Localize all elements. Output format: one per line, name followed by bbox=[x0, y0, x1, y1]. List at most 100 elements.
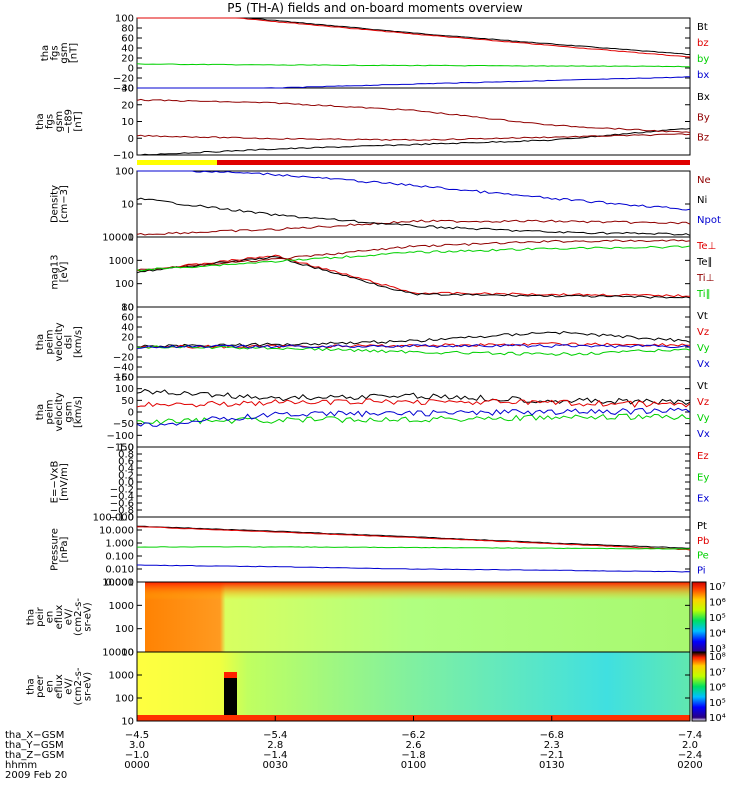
y-axis-label: mag13 bbox=[49, 255, 60, 290]
x-row-value: 2.0 bbox=[682, 740, 698, 751]
legend-Vx: Vx bbox=[697, 429, 710, 440]
colorbar-label: 10⁸ bbox=[709, 652, 726, 663]
electron-spectrogram-edge bbox=[224, 672, 237, 678]
x-row-value: 0100 bbox=[401, 760, 426, 771]
y-tick-label: 1000 bbox=[109, 601, 134, 612]
y-axis-label: tha bbox=[26, 609, 37, 625]
legend-Ti∥: Ti∥ bbox=[696, 289, 711, 300]
series-Npot bbox=[137, 170, 691, 211]
y-axis-label: fgs bbox=[45, 114, 56, 129]
series-bx bbox=[137, 76, 690, 89]
y-tick-label: 0.010 bbox=[105, 565, 134, 576]
panel-frame bbox=[136, 306, 691, 378]
y-tick-label: 80 bbox=[121, 303, 134, 314]
colorbar-label: 10⁴ bbox=[709, 713, 726, 724]
legend-Pb: Pb bbox=[697, 536, 709, 547]
panel-peer: 10000 1000 100 10 thapeerenefluxeV/(cm2-s-sr… bbox=[26, 648, 726, 728]
y-tick-label: 80 bbox=[121, 24, 134, 35]
ion-spectrogram-gap bbox=[137, 582, 145, 652]
panel-frame bbox=[136, 87, 691, 156]
series-Vz bbox=[136, 398, 691, 408]
y-axis-label: velocity bbox=[54, 392, 65, 431]
legend-Bx: Bx bbox=[697, 92, 710, 103]
y-axis-label: [km/s] bbox=[73, 396, 84, 428]
y-tick-label: 100.000 bbox=[93, 513, 134, 524]
colorbar-label: 10⁵ bbox=[709, 698, 726, 709]
series-Vx bbox=[136, 344, 691, 349]
y-tick-label: −10 bbox=[113, 151, 134, 162]
series-Bx bbox=[137, 128, 691, 156]
y-axis-label: Density bbox=[49, 185, 60, 223]
y-axis-label: [nT] bbox=[68, 43, 79, 63]
electron-spectrogram bbox=[137, 652, 690, 721]
y-tick-label: 0.2 bbox=[118, 471, 134, 482]
y-tick-label: 10 bbox=[121, 200, 134, 211]
y-tick-label: 0 bbox=[128, 64, 134, 75]
y-tick-label: −40 bbox=[113, 84, 134, 95]
x-row-value: −6.8 bbox=[540, 730, 564, 741]
y-tick-label: 0.001 bbox=[105, 578, 134, 589]
colorbar-label: 10³ bbox=[709, 644, 726, 655]
x-row-label: tha_Z−GSM bbox=[5, 750, 64, 761]
x-row-value: −4.5 bbox=[125, 730, 149, 741]
legend-Vt: Vt bbox=[697, 381, 708, 392]
ion-spectrogram-high-energy bbox=[137, 582, 690, 600]
y-tick-label: −0.2 bbox=[110, 485, 134, 496]
legend-bx: bx bbox=[697, 70, 709, 81]
x-row-value: 0030 bbox=[263, 760, 288, 771]
y-tick-label: 1.0 bbox=[118, 443, 134, 454]
legend-bz: bz bbox=[697, 38, 709, 49]
y-tick-label: 0 bbox=[128, 408, 134, 419]
y-tick-label: 60 bbox=[121, 313, 134, 324]
x-row-value: 0000 bbox=[124, 760, 149, 771]
electron-spectrogram-dropout bbox=[224, 677, 237, 721]
legend-Vy: Vy bbox=[697, 413, 710, 424]
panels: 100806040200−20−40thafgsgsm[nT]Btbzbybx3… bbox=[26, 14, 726, 728]
y-tick-label: 10000 bbox=[102, 233, 134, 244]
y-axis-label: tha bbox=[40, 45, 51, 61]
y-axis-label: tha bbox=[35, 113, 46, 129]
x-row-value: −1.0 bbox=[125, 750, 149, 761]
y-axis-label: tha bbox=[35, 334, 46, 350]
y-axis-label: tha bbox=[35, 404, 46, 420]
y-tick-label: 10 bbox=[121, 717, 134, 728]
y-axis-label: [eV] bbox=[59, 262, 70, 283]
y-axis-label: [mV/m] bbox=[59, 463, 70, 501]
panel-frame bbox=[136, 17, 691, 89]
x-row-value: 2.6 bbox=[406, 740, 422, 751]
series-Te∥ bbox=[136, 255, 691, 299]
y-tick-label: −60 bbox=[113, 373, 134, 384]
legend-Npot: Npot bbox=[697, 215, 721, 226]
x-row-value: −1.8 bbox=[401, 750, 425, 761]
y-tick-label: −50 bbox=[113, 419, 134, 430]
y-axis-label: eflux bbox=[54, 605, 65, 630]
x-row-label: hhmm bbox=[5, 760, 37, 771]
y-tick-label: 100 bbox=[115, 279, 134, 290]
mode-bar-fast bbox=[217, 160, 690, 165]
y-tick-label: −20 bbox=[113, 74, 134, 85]
y-tick-label: 1.000 bbox=[105, 539, 134, 550]
x-row-value: −2.1 bbox=[540, 750, 564, 761]
series-Ti∥ bbox=[136, 245, 691, 272]
legend-Vz: Vz bbox=[697, 327, 709, 338]
x-row-value: 2.8 bbox=[267, 740, 283, 751]
legend-By: By bbox=[697, 112, 710, 123]
legend-Ey: Ey bbox=[697, 472, 709, 483]
time-axis: tha_X−GSM −4.5 −5.4 −6.2 −6.8 −7.4 tha_Y−GSM 3.… bbox=[5, 716, 703, 781]
y-axis-label: E=−VxB bbox=[49, 461, 60, 504]
series-Pe bbox=[137, 546, 691, 550]
series-Pb bbox=[136, 526, 691, 551]
series-Ni bbox=[136, 197, 691, 236]
y-tick-label: 10.000 bbox=[99, 526, 134, 537]
x-row-value: 0130 bbox=[539, 760, 564, 771]
y-axis-label: peim bbox=[45, 329, 56, 354]
panel-frame bbox=[136, 376, 691, 448]
y-axis-label: gsm bbox=[59, 42, 70, 63]
y-axis-label: [nT] bbox=[73, 111, 84, 131]
y-tick-label: 100 bbox=[115, 384, 134, 395]
y-tick-label: 10000 bbox=[102, 648, 134, 659]
y-axis-label: dsl bbox=[64, 335, 75, 349]
colorbar bbox=[691, 651, 707, 722]
colorbar-label: 10⁷ bbox=[709, 667, 726, 678]
